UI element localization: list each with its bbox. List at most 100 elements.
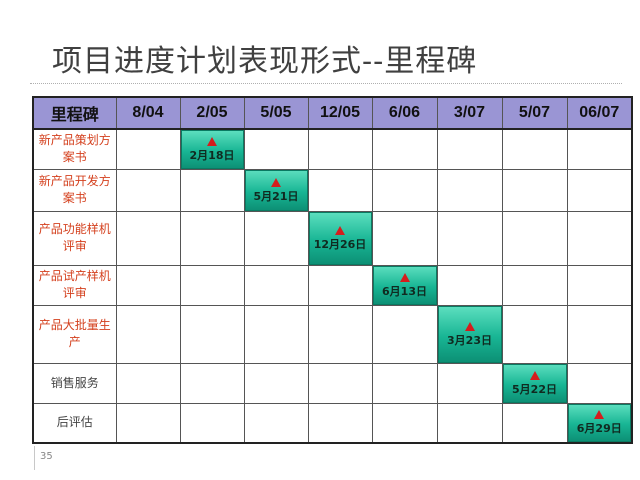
milestone-cell: 6月13日 [371,264,438,306]
milestone-content: 2月18日 [181,130,244,169]
empty-cell [307,128,373,170]
milestone-cell: 2月18日 [179,128,245,170]
milestone-date: 3月23日 [447,333,492,347]
row-label: 产品试产样机评审 [32,264,117,306]
empty-cell [179,362,245,404]
empty-cell [501,402,568,444]
empty-cell [371,128,438,170]
milestone-cell: 5月21日 [243,168,309,212]
milestone-content: 12月26日 [309,212,372,265]
row-label: 新产品开发方案书 [32,168,117,212]
corner-header: 里程碑 [32,96,117,130]
empty-cell [179,168,245,212]
empty-cell [115,362,181,404]
milestone-date: 6月29日 [576,422,622,436]
empty-cell [243,264,309,306]
empty-cell [566,168,633,212]
milestone-content: 3月23日 [438,306,502,363]
table-row: 产品大批量生产 3月23日 [32,304,633,364]
empty-cell [307,304,373,364]
empty-cell [115,264,181,306]
row-label: 后评估 [32,402,117,444]
empty-cell [436,210,503,266]
empty-cell [436,402,503,444]
row-label: 销售服务 [32,362,117,404]
empty-cell [115,168,181,212]
title-divider [30,83,622,84]
slide-title: 项目进度计划表现形式--里程碑 [52,44,478,79]
empty-cell [566,128,633,170]
column-header: 12/05 [307,96,373,130]
table-row: 新产品开发方案书 5月21日 [32,168,633,212]
empty-cell [436,168,503,212]
empty-cell [115,210,181,266]
milestone-content: 5月21日 [245,170,308,211]
empty-cell [115,128,181,170]
table-row: 新产品策划方案书 2月18日 [32,128,633,170]
empty-cell [566,264,633,306]
milestone-cell: 12月26日 [307,210,373,266]
empty-cell [566,304,633,364]
milestone-date: 5月22日 [512,382,557,396]
empty-cell [243,362,309,404]
milestone-cell: 6月29日 [566,402,633,444]
empty-cell [307,402,373,444]
milestone-table: 里程碑 8/04 2/05 5/05 12/05 6/06 3/07 5/07 06/07 新… [32,96,633,444]
table-header-row: 里程碑 8/04 2/05 5/05 12/05 6/06 3/07 5/07 06/07 [32,96,633,130]
milestone-content: 5月22日 [503,364,567,403]
red-triangle-icon [594,410,605,420]
table-row: 后评估 6月29日 [32,402,633,444]
column-header: 06/07 [566,96,633,130]
empty-cell [243,304,309,364]
empty-cell [179,402,245,444]
red-triangle-icon [207,136,217,146]
empty-cell [307,264,373,306]
row-label: 产品大批量生产 [32,304,117,364]
empty-cell [566,362,633,404]
empty-cell [179,264,245,306]
milestone-content: 6月29日 [568,404,632,443]
table-row: 产品功能样机评审 12月26日 [32,210,633,266]
empty-cell [436,128,503,170]
milestone-cell: 5月22日 [501,362,568,404]
empty-cell [371,304,438,364]
empty-cell [501,168,568,212]
empty-cell [371,402,438,444]
red-triangle-icon [271,177,281,187]
milestone-cell: 3月23日 [436,304,503,364]
table-row: 销售服务 5月22日 [32,362,633,404]
column-header: 3/07 [436,96,503,130]
empty-cell [436,264,503,306]
empty-cell [115,402,181,444]
milestone-content: 6月13日 [373,266,437,305]
column-header: 2/05 [179,96,245,130]
column-header: 8/04 [115,96,181,130]
empty-cell [179,210,245,266]
red-triangle-icon [335,225,345,235]
empty-cell [371,210,438,266]
milestone-date: 6月13日 [382,284,427,298]
empty-cell [307,168,373,212]
red-triangle-icon [464,321,475,331]
page-number: 35 [40,451,53,462]
column-header: 5/05 [243,96,309,130]
milestone-date: 5月21日 [253,189,299,203]
empty-cell [436,362,503,404]
empty-cell [243,128,309,170]
red-triangle-icon [529,370,540,380]
empty-cell [501,264,568,306]
empty-cell [371,168,438,212]
table-row: 产品试产样机评审 6月13日 [32,264,633,306]
empty-cell [371,362,438,404]
empty-cell [179,304,245,364]
empty-cell [307,362,373,404]
row-label: 新产品策划方案书 [32,128,117,170]
empty-cell [501,128,568,170]
empty-cell [243,210,309,266]
column-header: 6/06 [371,96,438,130]
column-header: 5/07 [501,96,568,130]
red-triangle-icon [399,272,410,282]
milestone-date: 12月26日 [313,237,367,251]
empty-cell [501,304,568,364]
empty-cell [115,304,181,364]
